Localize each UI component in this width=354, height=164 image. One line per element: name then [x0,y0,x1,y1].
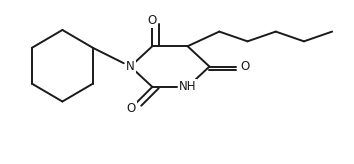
Text: O: O [240,60,249,73]
Text: O: O [148,14,157,27]
Text: O: O [126,102,136,114]
Text: NH: NH [179,80,196,93]
Text: N: N [126,60,135,73]
